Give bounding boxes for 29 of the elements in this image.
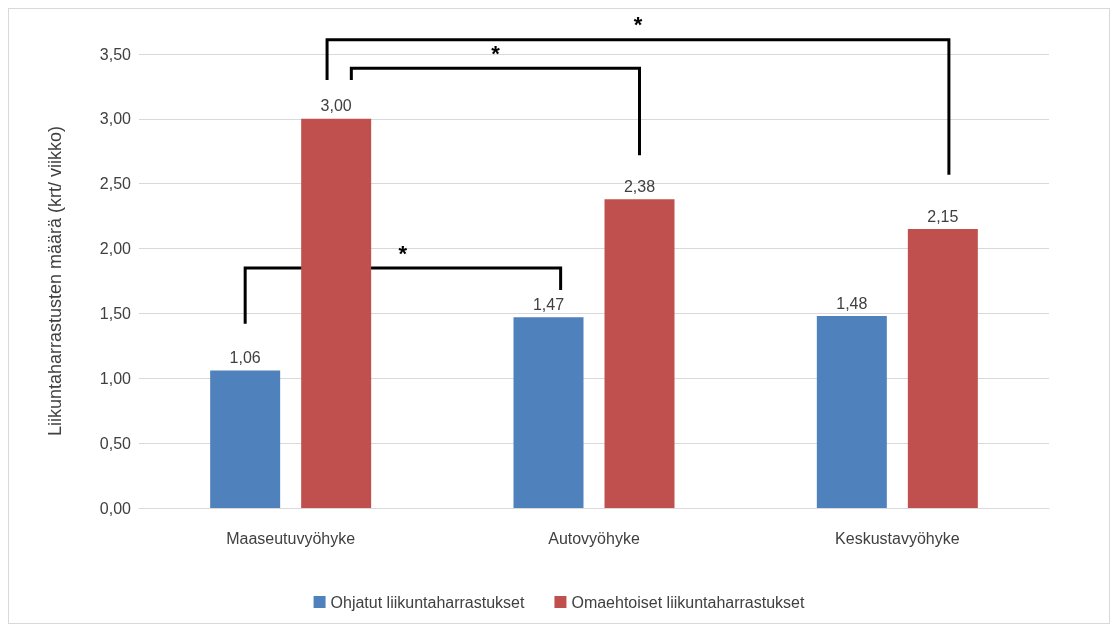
y-tick-label: 2,50: [99, 175, 132, 193]
data-label: 2,15: [927, 207, 959, 225]
y-tick-label: 2,00: [99, 240, 132, 258]
data-label: 1,47: [532, 295, 565, 313]
data-label: 1,48: [836, 294, 868, 312]
x-tick-label: Autovyöhyke: [548, 529, 640, 547]
bar: [604, 199, 675, 508]
data-label: 1,06: [229, 349, 261, 366]
annotation: *: [491, 40, 501, 66]
y-tick-label: 1,50: [99, 304, 132, 322]
bar: [513, 317, 584, 508]
bar: [301, 118, 372, 508]
y-tick-label: 3,50: [99, 45, 132, 63]
legend-label: Ohjatut liikuntaharrastukset: [330, 593, 525, 611]
legend-label: Omaehtoiset liikuntaharrastukset: [571, 593, 805, 611]
y-tick-label: 0,50: [99, 434, 132, 452]
y-tick-label: 0,00: [99, 499, 132, 517]
bar: [210, 370, 281, 508]
data-label: 3,00: [320, 97, 352, 115]
y-tick-label: 1,00: [99, 369, 132, 387]
annotation: *: [398, 240, 408, 266]
x-tick-label: Maaseutuvyöhyke: [226, 529, 356, 547]
x-tick-label: Keskustavyöhyke: [835, 529, 960, 547]
bar: [816, 316, 887, 508]
y-axis-title: Liikuntaharrastusten määrä (krt/ viikko): [45, 125, 65, 437]
text: *: [633, 12, 643, 38]
data-label: 2,38: [623, 177, 656, 195]
bar: [907, 229, 978, 508]
y-tick-label: 3,00: [99, 110, 132, 128]
